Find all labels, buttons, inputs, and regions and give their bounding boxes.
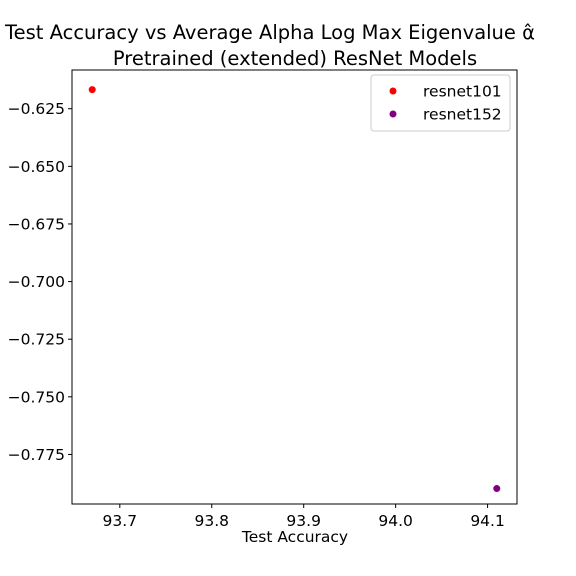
y-tick-label: −0.750: [8, 388, 65, 406]
x-tick-label: 93.9: [286, 512, 321, 530]
y-axis-ticks: −0.625 −0.650 −0.675 −0.700 −0.725 −0.750 −0.7…: [8, 100, 72, 464]
x-axis-label: Test Accuracy: [241, 528, 348, 546]
chart-title-line1: Test Accuracy vs Average Alpha Log Max E…: [4, 21, 535, 44]
x-axis-ticks: 93.7 93.8 93.9 94.0 94.1: [103, 504, 505, 530]
y-tick-label: −0.650: [8, 158, 65, 176]
y-tick-label: −0.775: [8, 446, 65, 464]
legend-label-resnet152: resnet152: [423, 106, 502, 124]
legend-marker-resnet101: [389, 87, 397, 95]
y-tick-label: −0.625: [8, 100, 65, 118]
legend: resnet101 resnet152: [370, 74, 511, 132]
x-tick-label: 93.8: [194, 512, 229, 530]
point-resnet152: [493, 485, 501, 493]
chart-title-line2: Pretrained (extended) ResNet Models: [113, 47, 477, 70]
y-tick-label: −0.675: [8, 215, 65, 233]
point-resnet101: [88, 86, 96, 94]
legend-label-resnet101: resnet101: [423, 83, 502, 101]
y-tick-label: −0.725: [8, 331, 65, 349]
legend-box: [370, 74, 511, 132]
x-tick-label: 93.7: [103, 512, 138, 530]
chart-title-symbol: α̂: [522, 21, 535, 44]
x-tick-label: 94.0: [378, 512, 413, 530]
y-tick-label: −0.700: [8, 273, 65, 291]
data-points: [88, 86, 501, 493]
plot-area: [71, 69, 518, 505]
legend-marker-resnet152: [389, 110, 397, 118]
chart-title-text: Test Accuracy vs Average Alpha Log Max E…: [4, 21, 516, 44]
x-tick-label: 94.1: [470, 512, 505, 530]
